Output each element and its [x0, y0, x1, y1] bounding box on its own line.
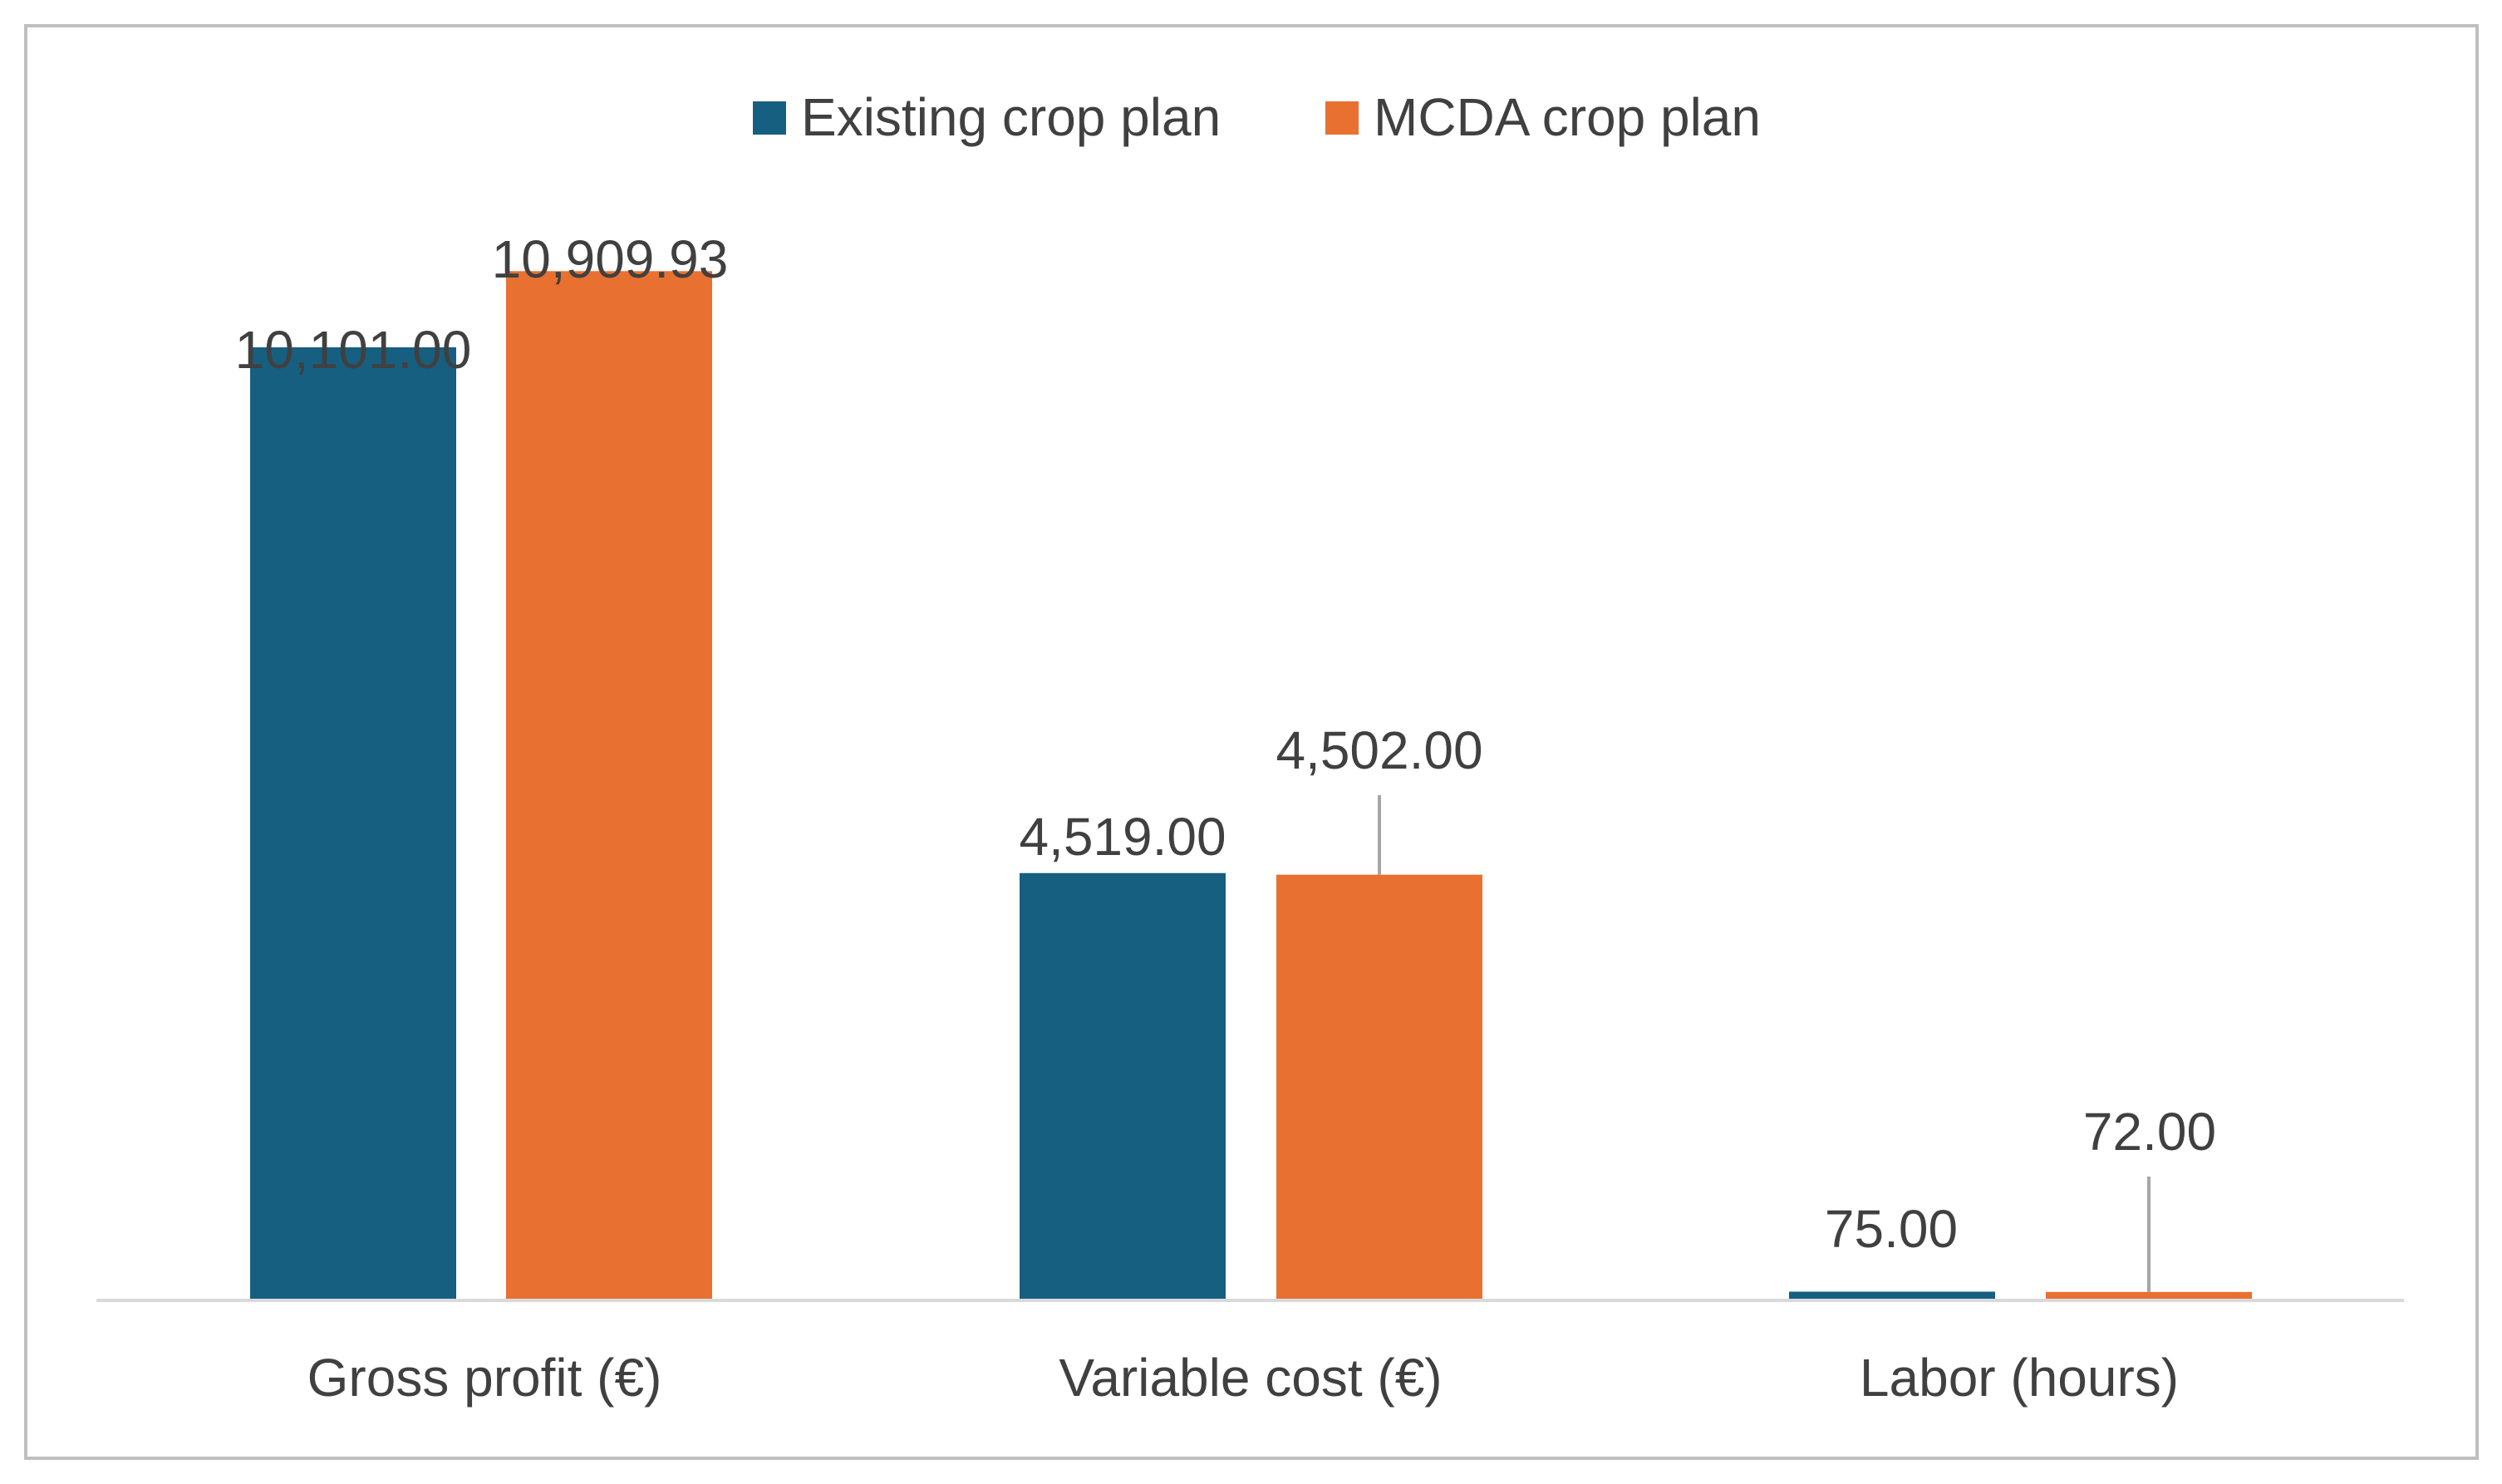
data-label: 72.00 [2083, 1102, 2216, 1162]
bar-mcda-1 [1276, 874, 1482, 1299]
category-label: Variable cost (€) [1059, 1348, 1442, 1408]
category-label: Labor (hours) [1860, 1348, 2179, 1408]
bar-mcda-2 [2046, 1291, 2252, 1299]
legend: Existing crop plan MCDA crop plan [753, 87, 1761, 147]
legend-label-existing: Existing crop plan [801, 87, 1221, 147]
legend-swatch-existing [753, 101, 786, 135]
leader-lines [1378, 795, 2151, 1292]
category-labels: Gross profit (€) Variable cost (€) Labor… [307, 1348, 2179, 1408]
bar-mcda-0 [506, 271, 712, 1299]
data-labels: 10,101.00 10,909.93 4,519.00 4,502.00 75… [235, 229, 2216, 1259]
data-label: 10,101.00 [235, 320, 472, 380]
legend-swatch-mcda [1325, 101, 1359, 135]
bar-existing-2 [1789, 1291, 1995, 1299]
bar-existing-0 [250, 347, 456, 1299]
bars [250, 271, 2252, 1299]
data-label: 75.00 [1825, 1199, 1958, 1259]
data-label: 4,502.00 [1276, 720, 1482, 780]
data-label: 10,909.93 [492, 229, 729, 289]
bar-existing-1 [1020, 872, 1226, 1299]
legend-label-mcda: MCDA crop plan [1374, 87, 1761, 147]
category-label: Gross profit (€) [307, 1348, 662, 1408]
data-label: 4,519.00 [1019, 807, 1226, 867]
